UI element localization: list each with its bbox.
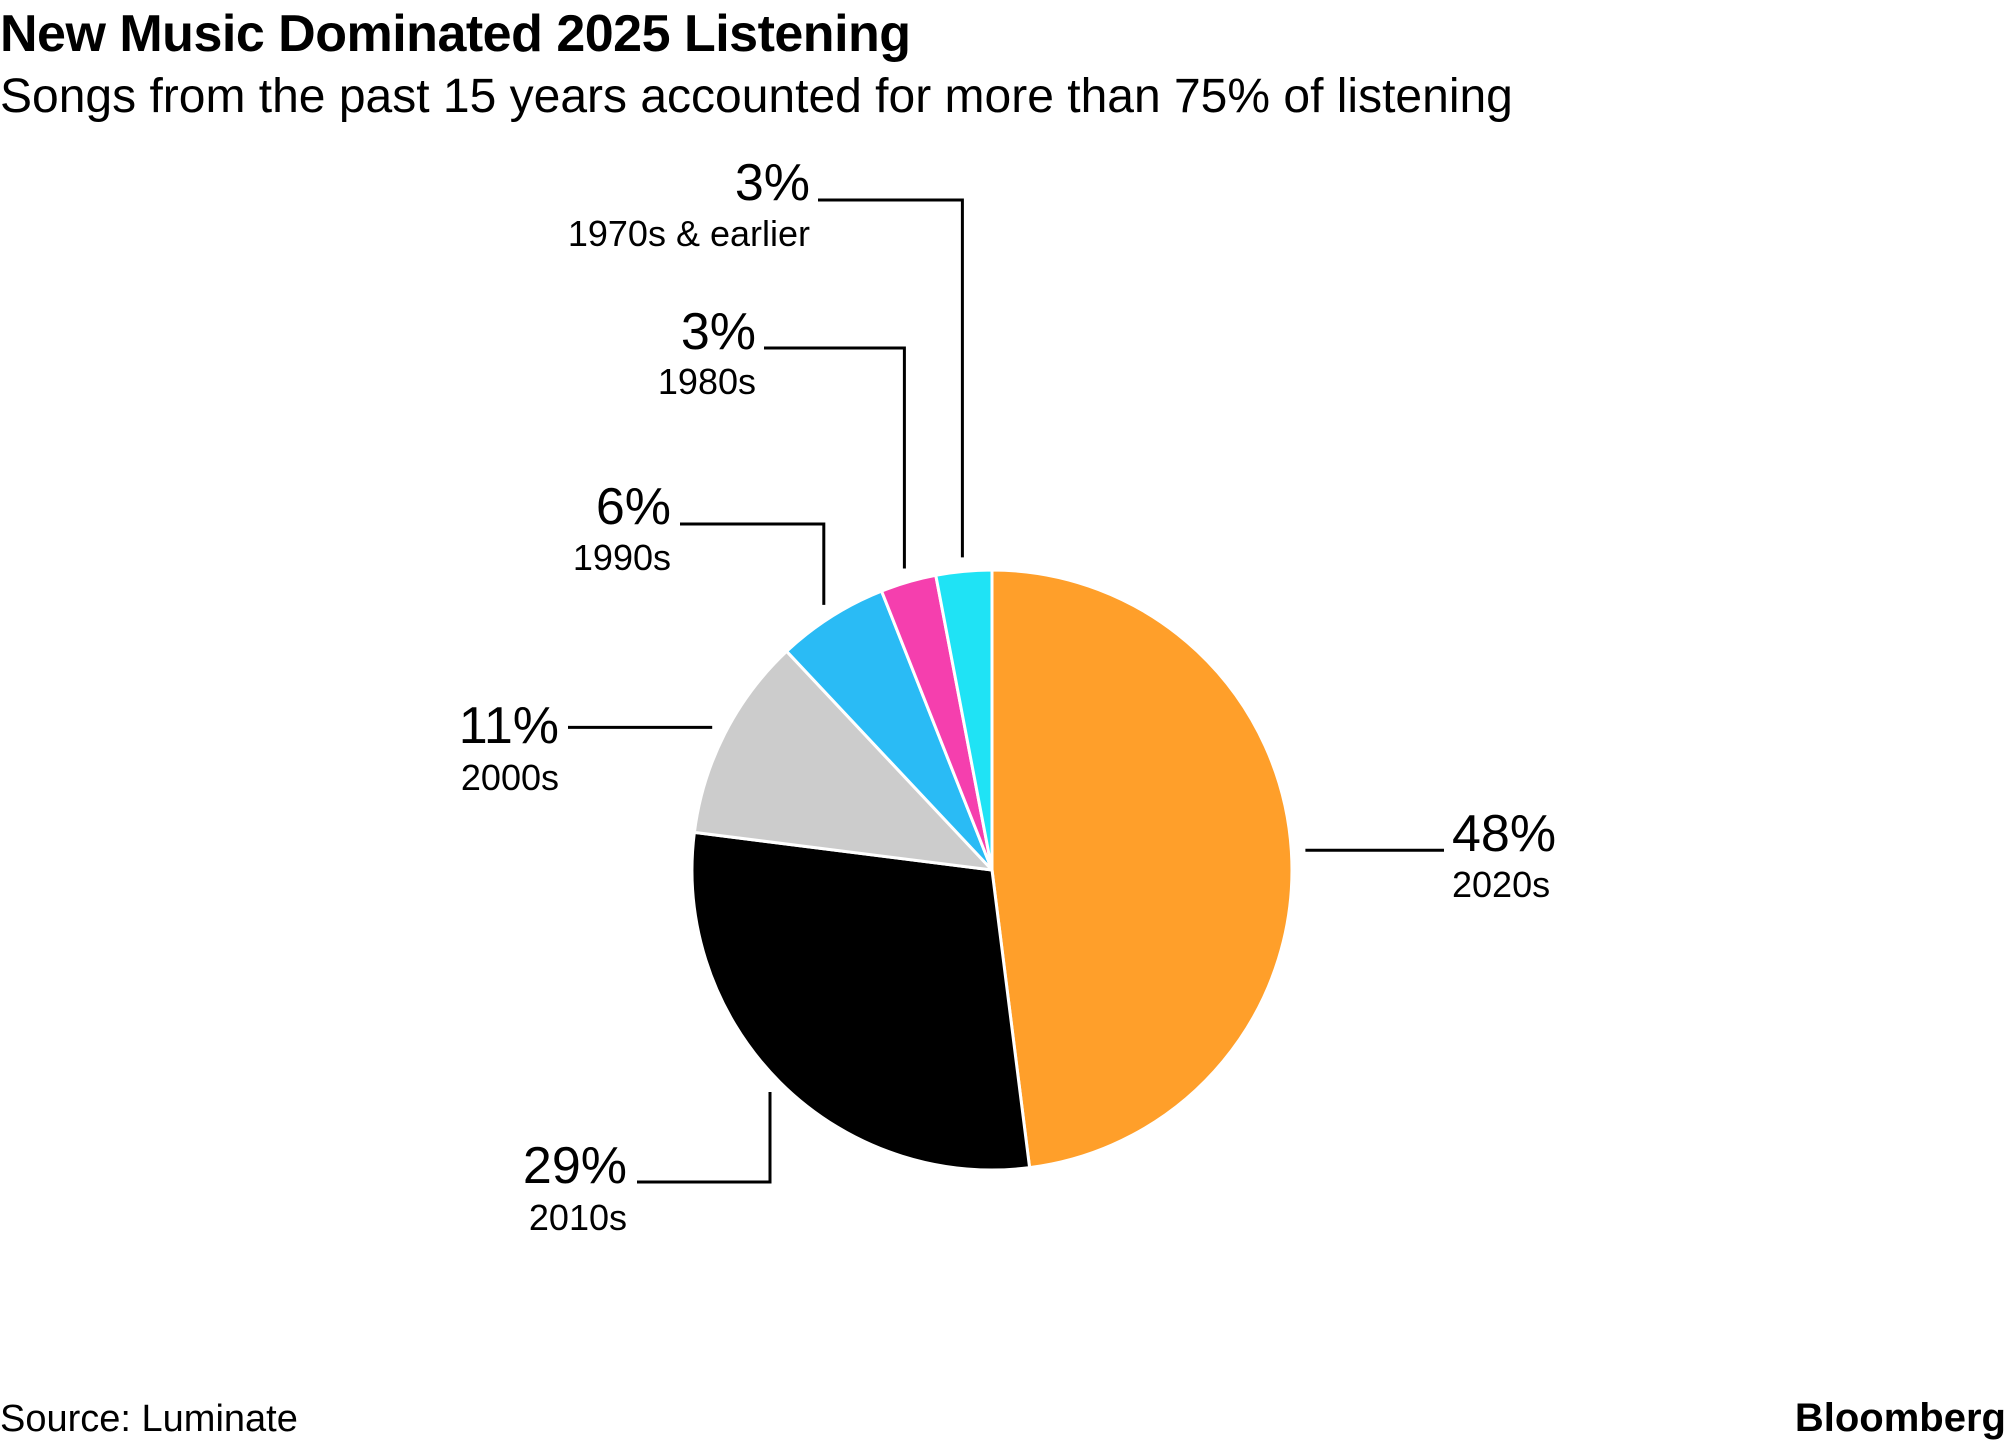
leader-lines xyxy=(568,198,1444,1184)
pie-slices xyxy=(690,568,1294,1172)
value-label-1970s-earlier: 3% xyxy=(735,154,810,212)
category-label-2010s: 2010s xyxy=(529,1197,627,1238)
value-label-2000s: 11% xyxy=(459,697,559,755)
category-label-2020s: 2020s xyxy=(1452,864,1550,905)
value-label-2020s: 48% xyxy=(1452,805,1556,863)
category-label-1990s: 1990s xyxy=(573,537,671,578)
leader-line-1990s xyxy=(680,522,826,605)
value-label-1980s: 3% xyxy=(681,303,756,361)
chart-title: New Music Dominated 2025 Listening xyxy=(0,5,911,63)
value-label-2010s: 29% xyxy=(523,1137,627,1195)
pie-slice-2000s xyxy=(692,649,994,872)
value-label-1990s: 6% xyxy=(596,478,671,536)
pie-slice-2010s xyxy=(690,830,1032,1172)
bloomberg-logo: Bloomberg xyxy=(1794,1396,2006,1440)
leader-line-2010s xyxy=(637,1092,772,1184)
leader-line-1970s-earlier xyxy=(818,198,964,558)
category-label-1980s: 1980s xyxy=(658,361,756,402)
category-label-2000s: 2000s xyxy=(461,757,559,798)
pie-slice-2020s xyxy=(990,568,1294,1170)
pie-slice-1970s-earlier xyxy=(934,568,994,872)
leader-line-1980s xyxy=(764,346,906,569)
source-note: Source: Luminate xyxy=(0,1398,298,1440)
chart-subtitle: Songs from the past 15 years accounted f… xyxy=(0,70,1513,123)
category-label-1970s-earlier: 1970s & earlier xyxy=(568,213,810,254)
